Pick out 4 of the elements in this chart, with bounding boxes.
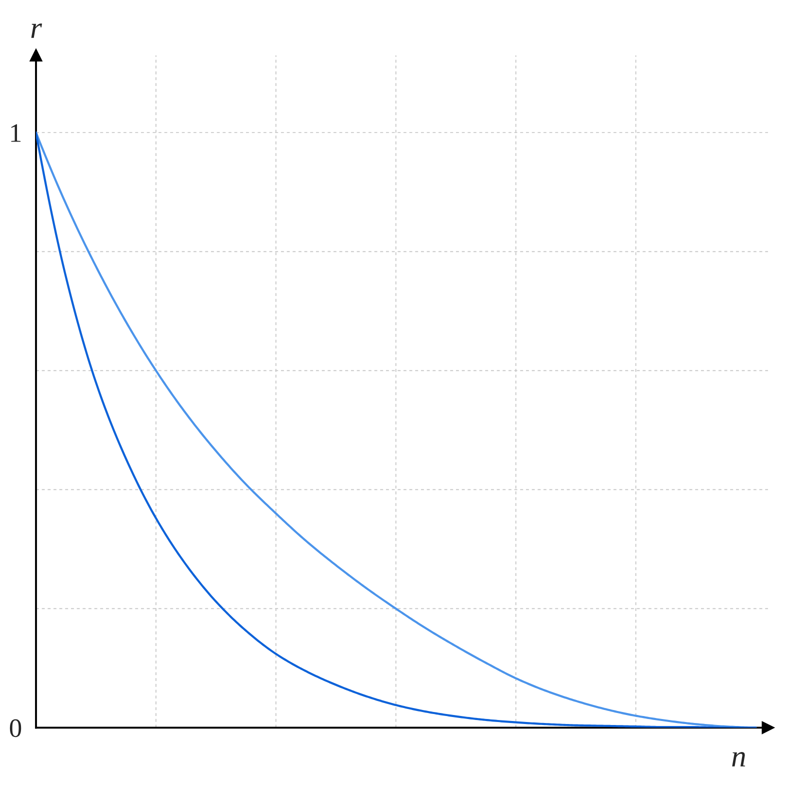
y-axis-title: r bbox=[31, 24, 42, 38]
x-axis-title: n bbox=[732, 752, 746, 766]
y-tick-label: 1 bbox=[11, 124, 21, 142]
y-tick-label: 0 bbox=[10, 719, 22, 738]
